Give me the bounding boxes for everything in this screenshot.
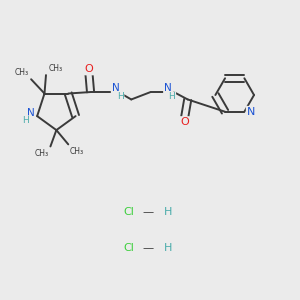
Text: —: — (143, 207, 154, 218)
Text: N: N (27, 108, 35, 118)
Text: H: H (164, 243, 172, 253)
Text: CH₃: CH₃ (15, 68, 29, 77)
Text: H: H (169, 92, 176, 101)
Text: H: H (117, 92, 124, 101)
Text: N: N (112, 83, 119, 94)
Text: Cl: Cl (124, 207, 135, 218)
Text: N: N (164, 83, 172, 94)
Text: CH₃: CH₃ (70, 147, 84, 156)
Text: H: H (22, 116, 29, 125)
Text: H: H (164, 207, 172, 218)
Text: CH₃: CH₃ (48, 64, 62, 73)
Text: CH₃: CH₃ (35, 149, 49, 158)
Text: —: — (143, 243, 154, 253)
Text: O: O (85, 64, 93, 74)
Text: Cl: Cl (124, 243, 135, 253)
Text: O: O (180, 117, 189, 127)
Text: N: N (247, 107, 255, 117)
